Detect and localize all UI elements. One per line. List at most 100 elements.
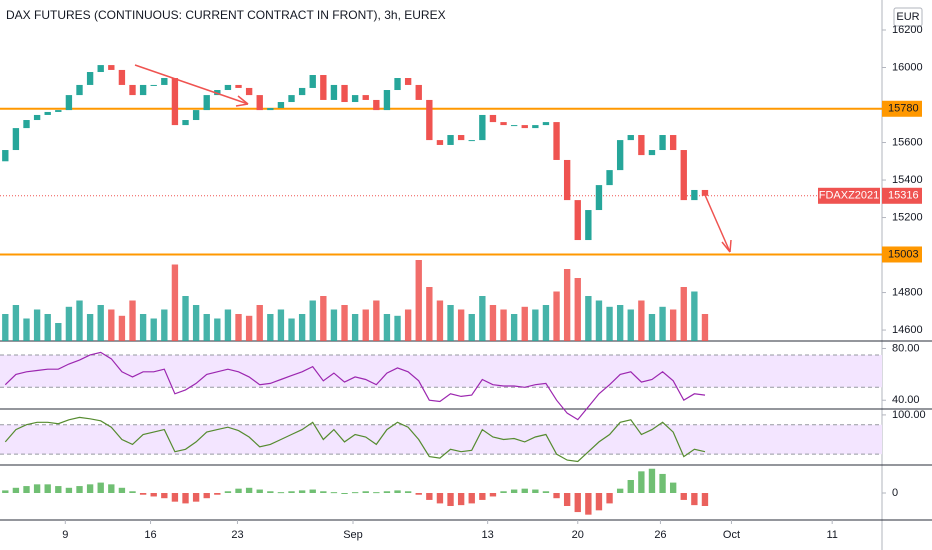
candle (351, 95, 359, 103)
candle (245, 87, 253, 96)
price-tick-label: 15600 (892, 136, 923, 148)
histogram-bar (394, 490, 401, 493)
candle (701, 189, 709, 196)
candle (76, 84, 83, 96)
candle (691, 189, 698, 201)
candle (97, 65, 104, 73)
histogram-bar (23, 486, 30, 493)
histogram-bar (404, 491, 412, 493)
candle (532, 125, 539, 129)
histogram-bar (44, 484, 51, 493)
candle (669, 135, 677, 151)
candle (468, 140, 475, 142)
last-price-label: 15316 (888, 190, 919, 202)
histogram-bar (691, 493, 698, 506)
volume-bar (680, 287, 687, 341)
volume-bar (245, 315, 253, 341)
candle (2, 150, 9, 162)
histogram-bar (479, 493, 486, 500)
candle (161, 78, 168, 85)
x-tick-label: 9 (62, 529, 68, 541)
currency-box[interactable] (893, 7, 923, 27)
x-tick-label: 11 (826, 529, 837, 541)
histogram-bar (426, 493, 433, 500)
histogram-bar (129, 491, 136, 493)
candle (627, 135, 634, 141)
currency-label: EUR (896, 11, 919, 23)
histogram-bar (606, 493, 613, 504)
candle (574, 200, 581, 241)
volume-bar (86, 314, 94, 341)
histogram-bar (203, 493, 210, 499)
candle (510, 125, 518, 127)
histogram-bar (585, 493, 592, 515)
histogram-bar (436, 493, 444, 504)
histogram-bar (97, 482, 104, 493)
volume-bar (55, 323, 62, 341)
volume-bar (161, 309, 168, 341)
histogram-bar (320, 491, 327, 493)
level-label-box (882, 100, 922, 117)
price-tick-label: 15200 (892, 211, 923, 223)
volume-bar (2, 314, 9, 341)
candle (139, 84, 147, 96)
histogram-bar (542, 491, 550, 493)
x-tick-label: Sep (343, 529, 363, 541)
chart-title: DAX FUTURES (CONTINUOUS: CURRENT CONTRAC… (6, 8, 446, 22)
histogram-bar (309, 489, 316, 493)
histogram-bar (627, 480, 634, 493)
candle (86, 72, 94, 85)
histogram-bar (341, 493, 348, 494)
histogram-bar (373, 492, 380, 494)
histogram-bar (86, 484, 94, 493)
x-tick-label: 23 (231, 529, 243, 541)
histogram-bar (288, 491, 295, 493)
candle (563, 159, 571, 201)
candle (277, 102, 285, 109)
volume-bar (500, 309, 507, 341)
histogram-bar (76, 486, 83, 493)
volume-bar (669, 309, 677, 341)
candle (23, 120, 30, 129)
candle (235, 84, 242, 88)
histogram-bar (224, 491, 232, 493)
histogram-bar (55, 486, 62, 493)
volume-bar (394, 315, 401, 341)
volume-bar (23, 318, 30, 341)
volume-bar (659, 306, 666, 341)
price-tick-label: 16000 (892, 61, 923, 73)
candle (489, 114, 497, 123)
candle (585, 210, 592, 241)
volume-bar (203, 314, 210, 341)
volume-bar (701, 314, 709, 341)
volume-bar (468, 314, 475, 341)
histogram-bar (330, 492, 338, 494)
price-tick-label: 16200 (892, 24, 923, 36)
histogram-bar (659, 473, 666, 493)
candle (383, 90, 391, 111)
volume-bar (118, 315, 126, 341)
volume-bar (76, 300, 83, 341)
histogram-bar (648, 468, 656, 493)
candle (192, 110, 200, 121)
volume-bar (574, 278, 581, 341)
candle (595, 185, 603, 211)
histogram-bar (521, 488, 528, 493)
candle (606, 170, 613, 186)
volume-bar (12, 305, 20, 341)
candle (33, 114, 41, 121)
histogram-bar (351, 492, 359, 494)
candle (479, 114, 486, 141)
histogram-bar (669, 482, 677, 493)
candle (171, 78, 179, 126)
candle (330, 84, 338, 100)
histogram-bar (638, 471, 645, 493)
histogram-bar (235, 488, 242, 493)
candle (224, 84, 232, 91)
volume-bar (648, 314, 656, 341)
histogram-bar (2, 490, 9, 493)
candle (426, 99, 433, 141)
histogram-bar (563, 493, 571, 506)
